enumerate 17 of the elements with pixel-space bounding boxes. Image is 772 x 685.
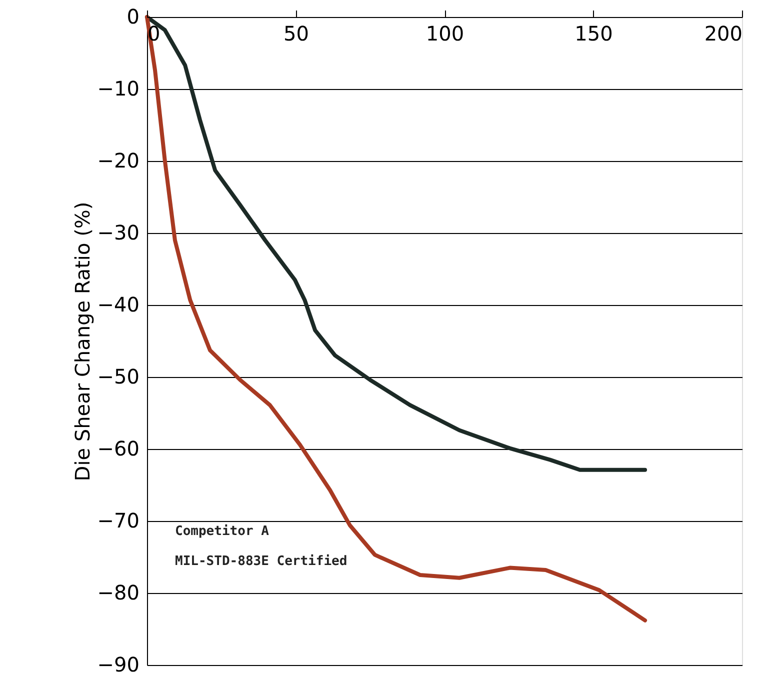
- series-label: Competitor A MIL-STD-883E Certified: [175, 524, 348, 569]
- y-tick-label: −70: [97, 508, 140, 532]
- x-tick-label: 100: [426, 22, 464, 46]
- y-tick-label: −10: [97, 76, 140, 100]
- y-tick-label: −80: [97, 580, 140, 604]
- y-tick-label: −30: [97, 220, 140, 244]
- y-tick-label: 0: [126, 4, 140, 28]
- y-axis-title: Die Shear Change Ratio (%): [70, 202, 94, 482]
- x-tick-label: 150: [574, 22, 613, 46]
- y-tick-label: −40: [97, 292, 140, 316]
- y-tick-label: −60: [97, 436, 140, 460]
- y-tick-label: −20: [97, 148, 140, 172]
- y-tick-label: −90: [97, 652, 140, 676]
- x-tick-label: 200: [704, 22, 742, 46]
- line-series: [145, 15, 648, 622]
- x-tick-label: 50: [284, 22, 309, 46]
- y-tick-label: −50: [97, 364, 140, 388]
